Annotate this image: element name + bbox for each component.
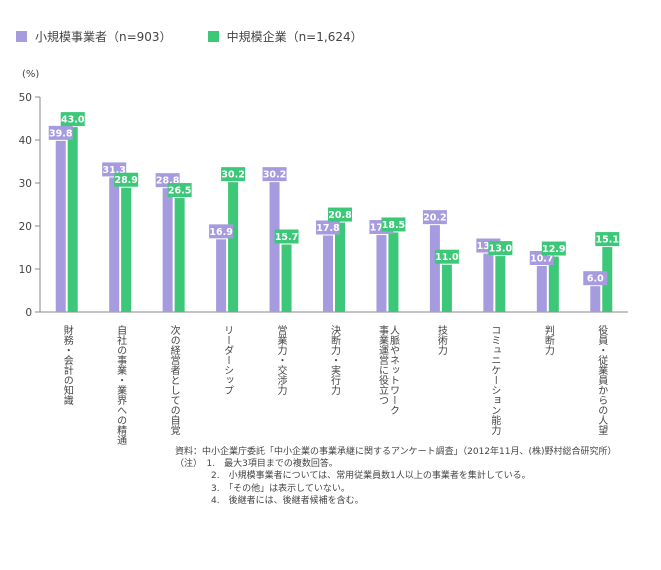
bar <box>121 187 132 312</box>
category-label: 事業運営に役立つ <box>376 324 388 405</box>
category-label: 次の経営者としての自覚 <box>168 324 180 436</box>
data-label: 10.7 <box>530 253 553 264</box>
category-label: 営業力・交渉力 <box>275 324 287 396</box>
bar <box>162 188 173 312</box>
bar <box>67 127 78 312</box>
data-label-box <box>434 249 459 264</box>
bar <box>174 198 185 312</box>
data-label: 31.3 <box>102 165 125 176</box>
category-label: 決断力・実行力 <box>329 325 341 396</box>
data-label: 15.7 <box>275 232 298 243</box>
category-label: リーダーシップ <box>222 325 234 395</box>
data-label-box <box>48 125 73 140</box>
legend: 小規模事業者（n=903） 中規模企業（n=1,624） <box>16 28 363 45</box>
y-tick-label: 50 <box>19 92 32 104</box>
category-label: 役員・従業員からの人望 <box>596 324 608 435</box>
data-label-box <box>167 183 192 198</box>
category-label: コミュニケーション能力 <box>489 325 501 436</box>
legend-item-medium-enterprise: 中規模企業（n=1,624） <box>207 28 363 45</box>
data-label: 20.8 <box>328 210 352 221</box>
data-label: 13.0 <box>489 244 513 255</box>
data-label: 30.2 <box>263 170 286 181</box>
data-label-box <box>274 229 299 244</box>
data-label: 16.9 <box>209 227 232 238</box>
data-label: 30.2 <box>221 170 244 181</box>
data-label: 12.9 <box>542 244 565 255</box>
note-4: 4. 後継者には、後継者候補を含む。 <box>175 495 364 506</box>
y-tick-label: 20 <box>19 221 32 233</box>
legend-item-small-business: 小規模事業者（n=903） <box>16 28 172 45</box>
data-label: 43.0 <box>61 115 85 126</box>
data-label-box <box>114 172 139 187</box>
note-3: 3. 「その他」は表示していない。 <box>175 483 350 494</box>
bar <box>495 256 506 312</box>
bar <box>441 264 452 312</box>
data-label-box <box>583 271 608 286</box>
source-note: 資料：中小企業庁委託「中小企業の事業承継に関するアンケート調査」（2012年11… <box>175 447 617 457</box>
legend-swatch-small-business <box>16 31 27 42</box>
category-label: 判断力 <box>542 325 554 356</box>
bar <box>483 253 494 312</box>
data-label-box <box>381 217 406 232</box>
data-label-box <box>328 207 352 222</box>
data-label-box <box>422 210 447 225</box>
category-label: 人脈やネットワーク <box>387 325 399 415</box>
data-label-box <box>221 167 246 182</box>
data-label: 15.1 <box>596 235 619 246</box>
bar <box>429 225 440 312</box>
category-label: 財務・会計の知識 <box>61 324 73 406</box>
bar <box>548 256 559 312</box>
bar <box>216 239 227 312</box>
data-label-box <box>209 224 234 239</box>
y-tick-label: 0 <box>25 307 32 319</box>
data-label-box <box>488 241 513 256</box>
data-label: 17.8 <box>316 223 340 234</box>
data-label-box <box>60 112 85 127</box>
data-label: 6.0 <box>587 274 604 285</box>
bar <box>228 182 239 312</box>
data-label: 20.2 <box>423 213 446 224</box>
bar <box>109 177 120 312</box>
legend-label-medium-enterprise: 中規模企業（n=1,624） <box>226 30 363 44</box>
data-label: 28.8 <box>156 176 180 187</box>
y-tick-label: 10 <box>19 264 32 276</box>
bar <box>269 182 280 312</box>
data-label: 28.9 <box>114 175 137 186</box>
data-label-box <box>541 241 566 256</box>
bar <box>590 286 601 312</box>
note-1: （注） 1. 最大3項目までの複数回答。 <box>175 459 338 470</box>
bar-chart: (%) 0 10 20 30 40 50 39.8 43.0 31.328.9 28.826.5 16… <box>19 69 628 445</box>
bar <box>376 235 387 312</box>
legend-label-small-business: 小規模事業者（n=903） <box>35 30 172 44</box>
category-label: 技術力 <box>435 324 447 356</box>
data-label: 39.8 <box>49 128 73 139</box>
data-label: 26.5 <box>168 186 191 197</box>
y-tick-label: 30 <box>19 178 32 190</box>
data-label-box <box>595 232 620 247</box>
bar <box>335 222 345 312</box>
bar <box>536 265 547 312</box>
y-tick-label: 40 <box>19 135 32 147</box>
bar <box>388 232 399 312</box>
legend-swatch-medium-enterprise <box>207 31 219 42</box>
category-label: 自社の事業・業界への精通 <box>115 324 127 445</box>
notes: 資料：中小企業庁委託「中小企業の事業承継に関するアンケート調査」（2012年11… <box>175 446 617 507</box>
note-2: 2. 小規模事業者については、常用従業員数1人以上の事業者を集計している。 <box>175 471 531 482</box>
data-label: 11.0 <box>435 252 459 263</box>
bar <box>323 235 333 312</box>
data-label-box <box>262 167 287 182</box>
bar <box>55 140 66 312</box>
y-axis-unit-label: (%) <box>22 69 39 80</box>
data-label: 18.5 <box>382 220 405 231</box>
data-label-box <box>316 220 340 235</box>
bar <box>281 244 292 312</box>
